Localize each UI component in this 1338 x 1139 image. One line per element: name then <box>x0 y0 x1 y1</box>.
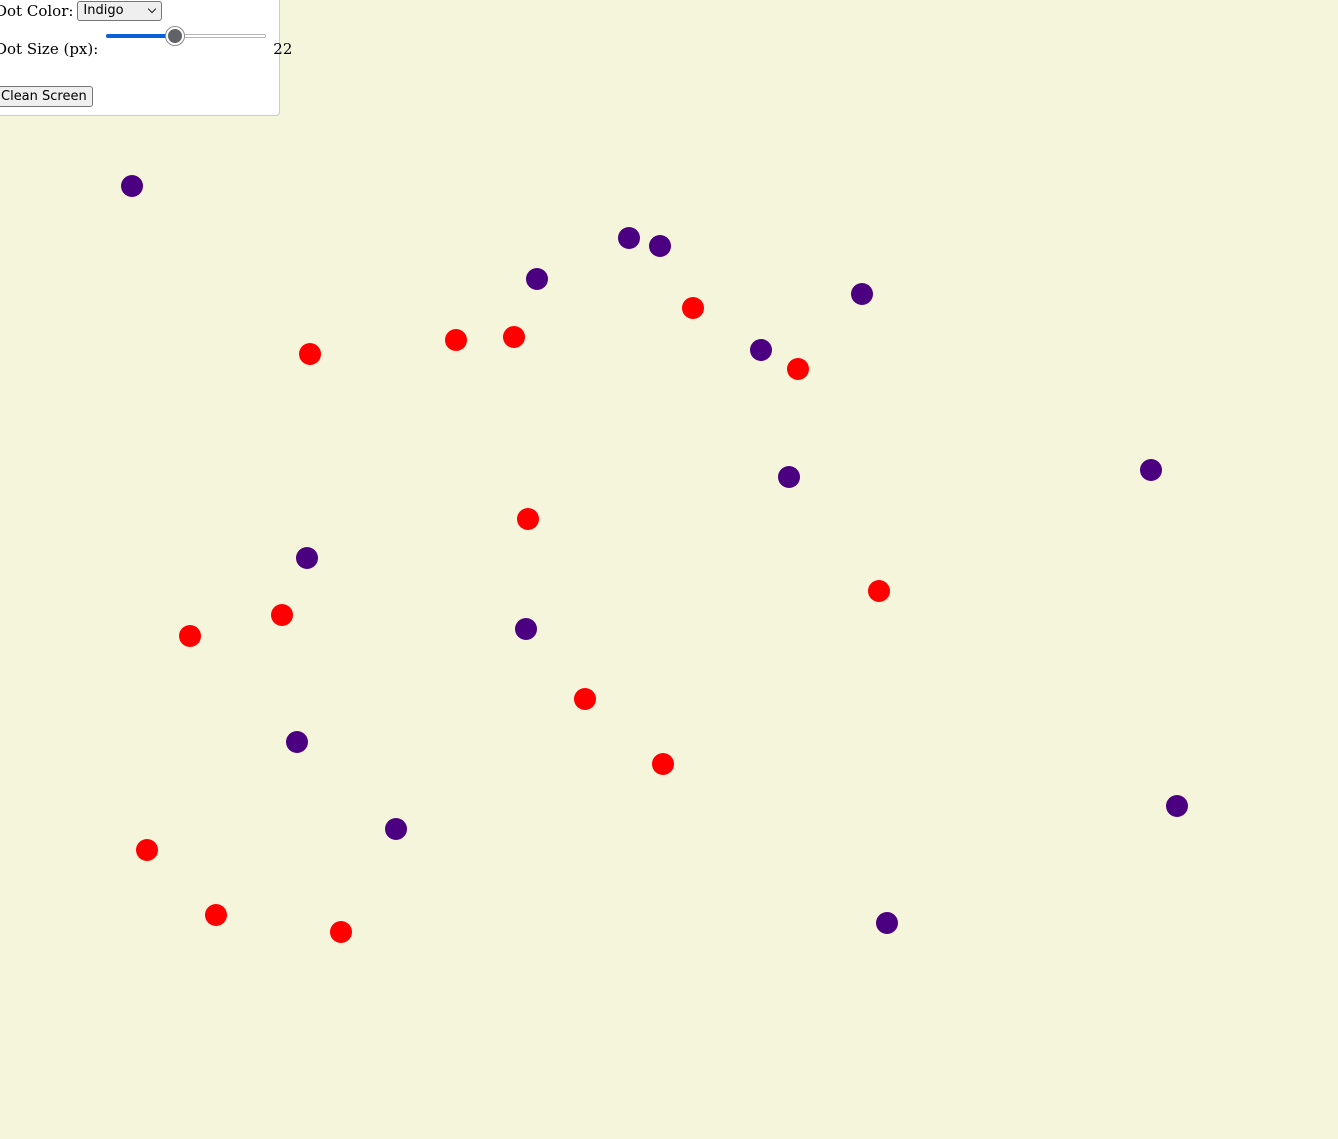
red-dot <box>136 839 158 861</box>
indigo-dot <box>750 339 772 361</box>
red-dot <box>271 604 293 626</box>
dot-color-row: Dot Color: Indigo <box>0 1 163 21</box>
dot-size-value: 22 <box>273 40 293 58</box>
red-dot <box>205 904 227 926</box>
red-dot <box>682 297 704 319</box>
dot-color-selected: Indigo <box>83 3 124 18</box>
red-dot <box>574 688 596 710</box>
indigo-dot <box>851 283 873 305</box>
indigo-dot <box>1140 459 1162 481</box>
clean-screen-button[interactable]: Clean Screen <box>0 86 93 107</box>
slider-fill <box>106 34 176 38</box>
indigo-dot <box>778 466 800 488</box>
control-panel: Dot Color: Indigo Dot Size (px): 22 Clea… <box>0 0 292 116</box>
red-dot <box>517 508 539 530</box>
slider-thumb[interactable] <box>166 27 185 45</box>
red-dot <box>445 329 467 351</box>
indigo-dot <box>526 268 548 290</box>
red-dot <box>299 343 321 365</box>
indigo-dot <box>876 912 898 934</box>
red-dot <box>179 625 201 647</box>
indigo-dot <box>286 731 308 753</box>
red-dot <box>787 358 809 380</box>
indigo-dot <box>515 618 537 640</box>
dot-color-label: Dot Color: <box>0 2 74 20</box>
dot-size-slider[interactable] <box>106 27 267 59</box>
red-dot <box>652 753 674 775</box>
indigo-dot <box>296 547 318 569</box>
indigo-dot <box>649 235 671 257</box>
indigo-dot <box>1166 795 1188 817</box>
chevron-down-icon <box>148 4 157 14</box>
dot-size-row: Dot Size (px): 22 <box>0 27 293 59</box>
indigo-dot <box>121 175 143 197</box>
indigo-dot <box>618 227 640 249</box>
dot-size-label: Dot Size (px): <box>0 40 99 58</box>
dot-color-select[interactable]: Indigo <box>77 1 163 21</box>
clear-row: Clean Screen <box>0 86 93 107</box>
red-dot <box>503 326 525 348</box>
indigo-dot <box>385 818 407 840</box>
red-dot <box>330 921 352 943</box>
red-dot <box>868 580 890 602</box>
